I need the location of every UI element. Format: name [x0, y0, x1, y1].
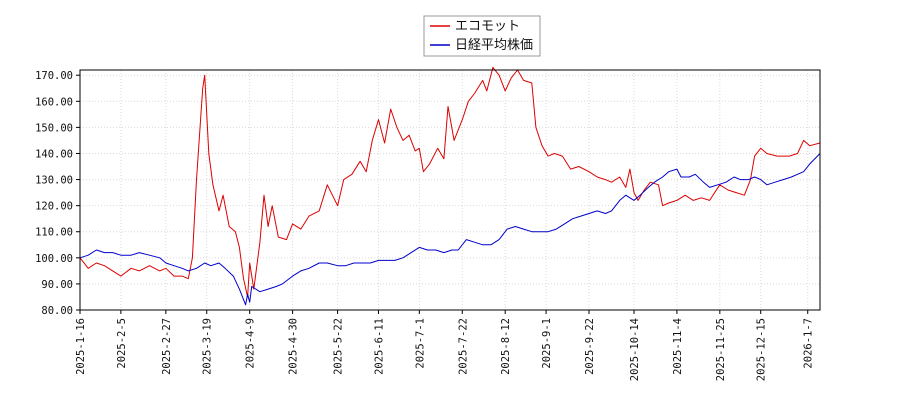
y-tick-label: 90.00 — [41, 279, 73, 291]
legend-label-series-2: 日経平均株価 — [455, 38, 533, 53]
y-tick-label: 150.00 — [35, 122, 73, 134]
x-tick-label: 2025-11-4 — [672, 318, 684, 375]
x-tick-label: 2026-1-7 — [803, 318, 815, 369]
x-tick-label: 2025-6-11 — [373, 318, 385, 375]
x-tick-label: 2025-4-30 — [288, 318, 300, 375]
y-tick-label: 120.00 — [35, 201, 73, 213]
series-line-1 — [79, 66, 821, 298]
x-tick-label: 2025-1-16 — [75, 318, 87, 375]
y-tick-label: 100.00 — [35, 253, 73, 265]
x-tick-label: 2025-4-9 — [245, 318, 257, 369]
grid — [79, 70, 820, 311]
x-tick-label: 2025-9-1 — [541, 318, 553, 369]
y-tick-label: 170.00 — [35, 70, 73, 82]
y-axis: 80.00 90.00 100.00 110.00 120.00 130.00 140.00… — [35, 70, 80, 317]
x-tick-label: 2025-10-14 — [629, 318, 641, 381]
x-tick-label: 2025-9-22 — [584, 318, 596, 375]
y-tick-label: 160.00 — [35, 96, 73, 108]
x-tick-label: 2025-8-12 — [500, 318, 512, 375]
x-tick-label: 2025-5-22 — [333, 318, 345, 375]
series-line-2 — [79, 153, 821, 306]
x-tick-label: 2025-2-27 — [161, 318, 173, 375]
x-tick-label: 2025-3-19 — [202, 318, 214, 375]
y-tick-label: 140.00 — [35, 148, 73, 160]
x-tick-label: 2025-2-5 — [116, 318, 128, 369]
x-axis: 2025-1-16 2025-2-5 2025-2-27 2025-3-19 2025-… — [75, 310, 815, 381]
x-tick-label: 2025-7-22 — [457, 318, 469, 375]
legend-box — [423, 15, 541, 57]
x-tick-label: 2025-11-25 — [715, 318, 727, 381]
x-tick-label: 2025-7-1 — [414, 318, 426, 369]
x-tick-label: 2025-12-15 — [756, 318, 768, 381]
y-tick-label: 130.00 — [35, 175, 73, 187]
y-tick-label: 80.00 — [41, 305, 73, 317]
legend: エコモット 日経平均株価 — [423, 15, 541, 57]
plot-frame — [79, 69, 821, 311]
y-tick-label: 110.00 — [35, 227, 73, 239]
legend-label-series-1: エコモット — [455, 19, 520, 34]
series-layer — [79, 66, 821, 306]
